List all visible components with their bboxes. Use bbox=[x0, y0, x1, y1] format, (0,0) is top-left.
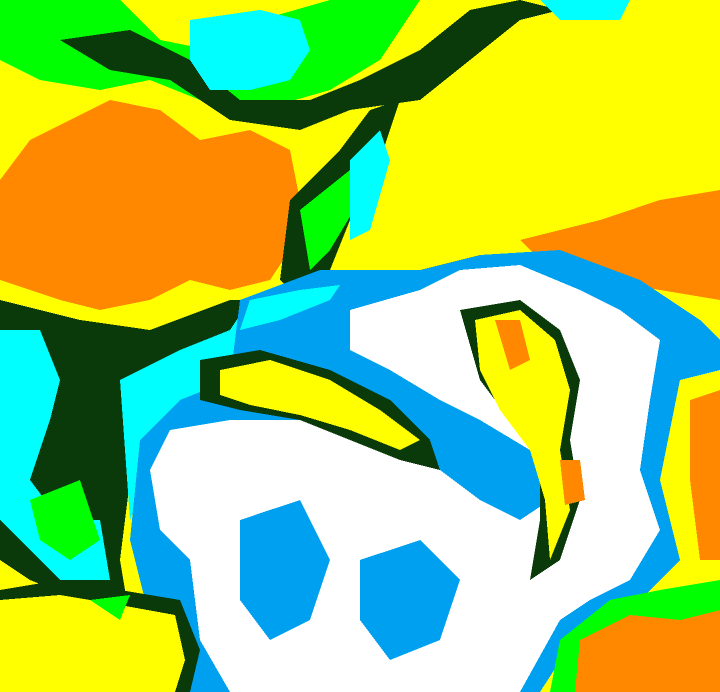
class-blue-region bbox=[240, 500, 330, 640]
class-orange-region bbox=[690, 390, 720, 560]
class-darkgreen-region bbox=[60, 0, 560, 130]
class-cyan-region bbox=[240, 285, 340, 330]
class-blue-region bbox=[360, 540, 460, 660]
class-yellow-region bbox=[220, 360, 420, 450]
class-orange-region bbox=[575, 610, 720, 692]
class-cyan-region bbox=[350, 130, 390, 240]
class-yellow-region bbox=[0, 595, 185, 692]
class-yellow-region bbox=[475, 310, 570, 560]
class-green-region bbox=[90, 595, 130, 620]
class-cyan-region bbox=[540, 0, 630, 20]
class-orange-region bbox=[495, 320, 530, 370]
class-cyan-region bbox=[0, 330, 110, 580]
class-orange-region bbox=[560, 460, 585, 505]
class-orange-region bbox=[0, 100, 300, 310]
class-green-region bbox=[30, 480, 100, 560]
class-cyan-region bbox=[190, 10, 310, 90]
